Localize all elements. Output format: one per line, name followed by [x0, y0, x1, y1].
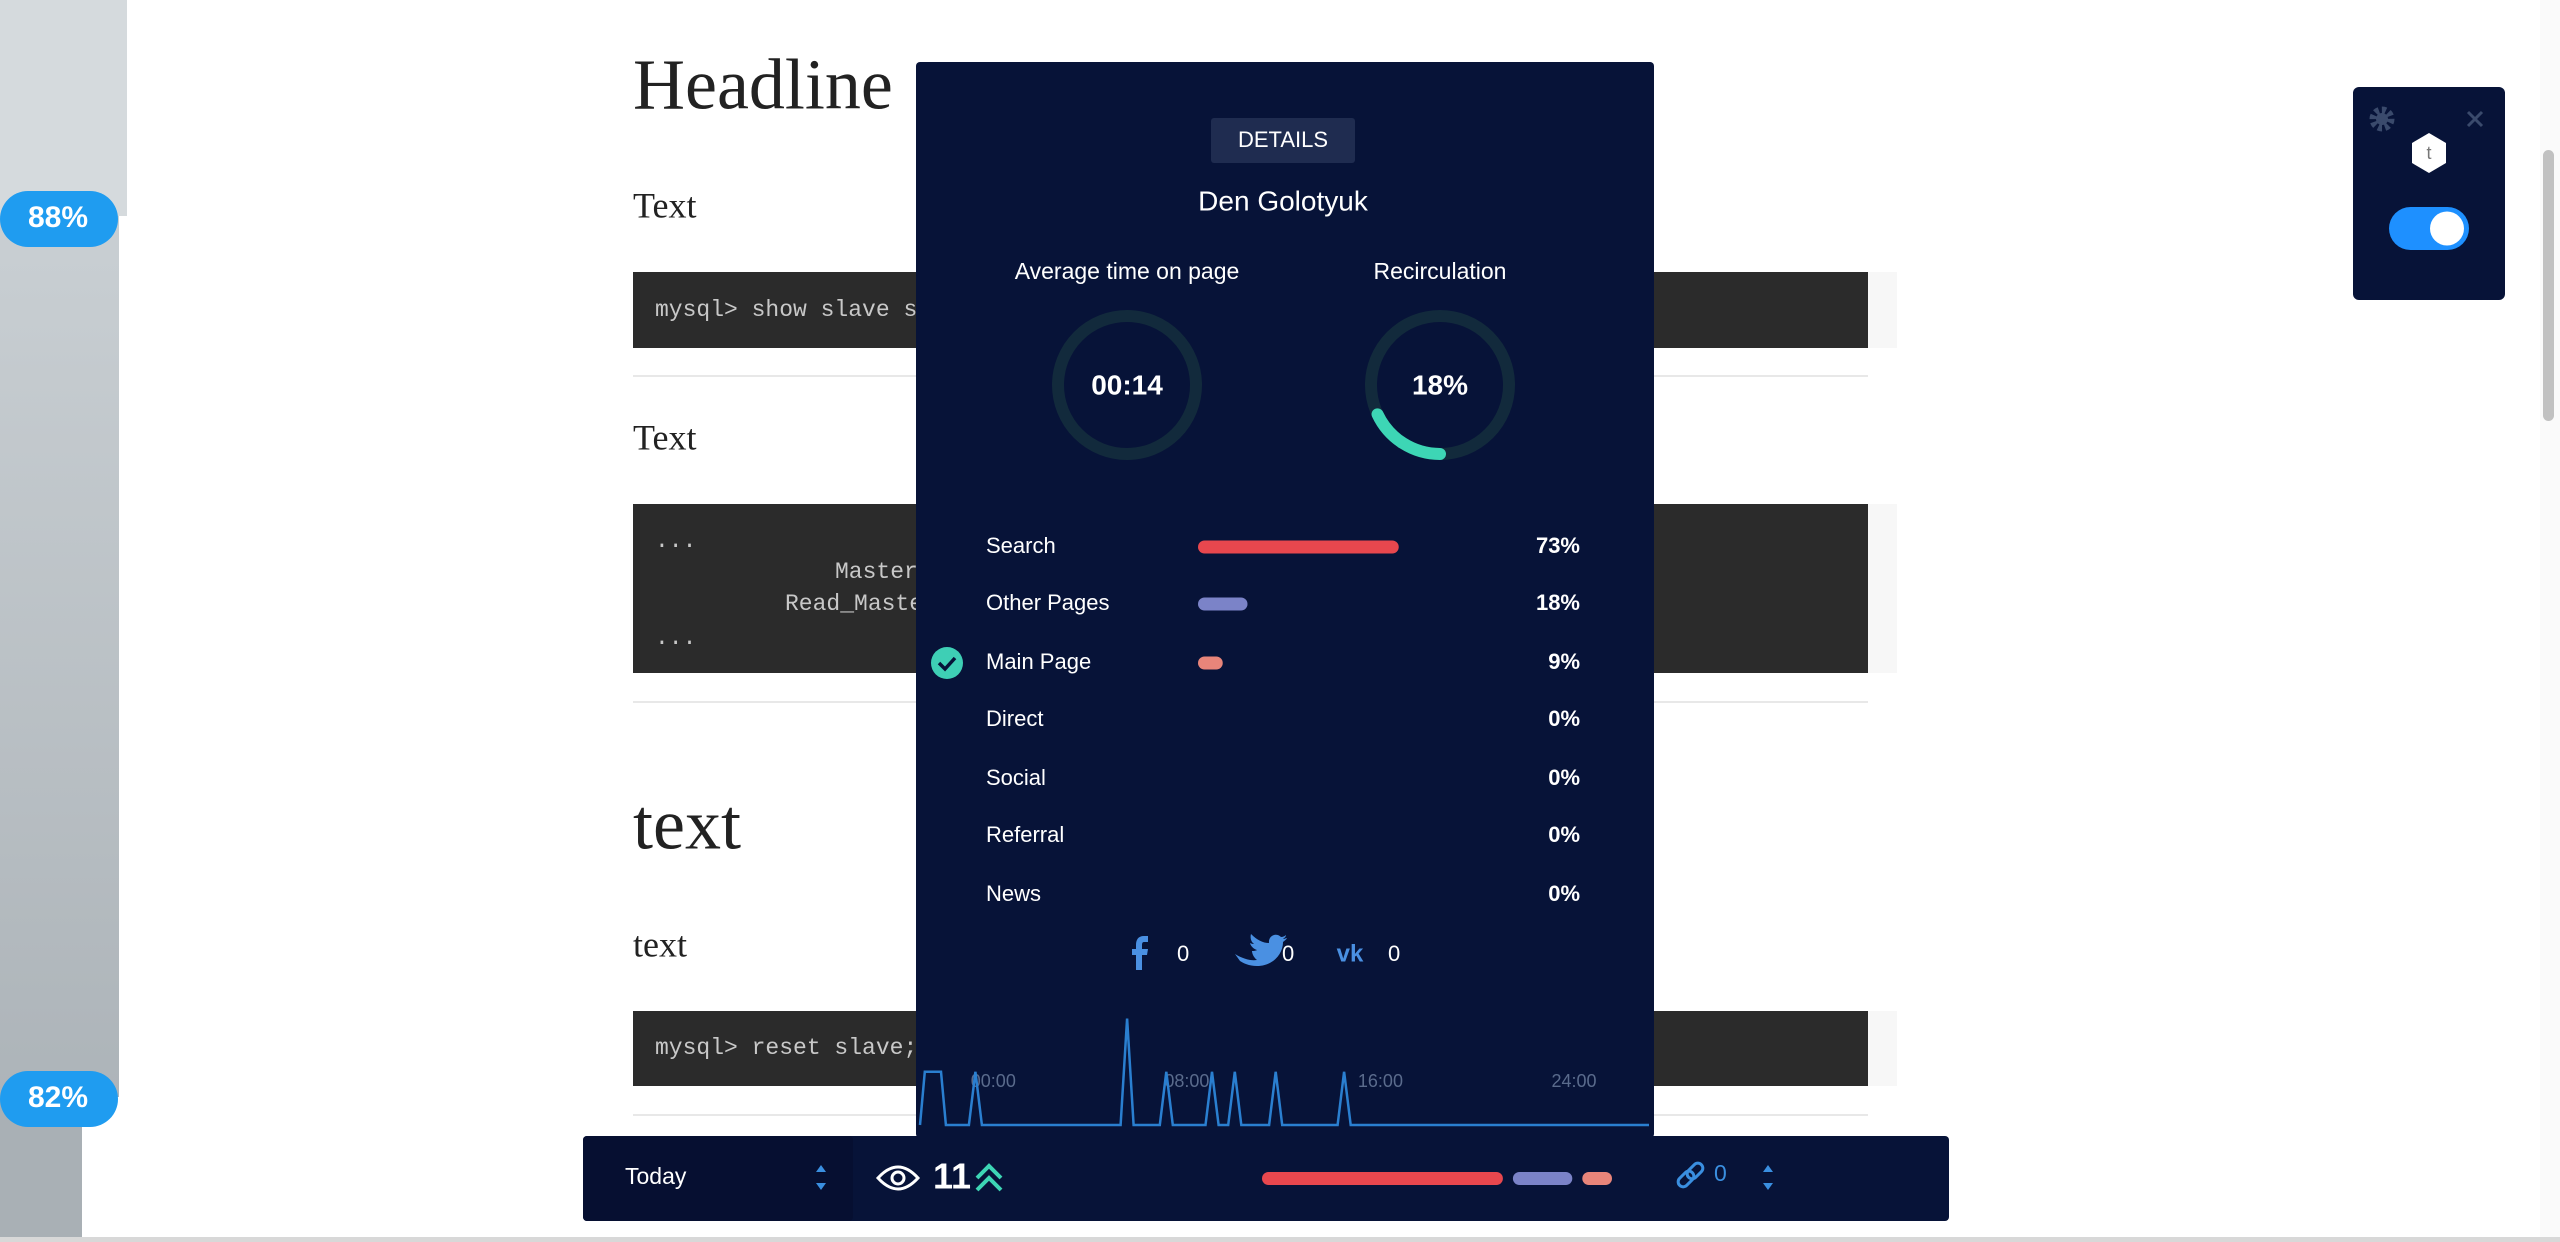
- source-percent: 73%: [1536, 533, 1580, 558]
- current-page-check: [931, 647, 963, 679]
- recirculation-arc: [1365, 310, 1515, 460]
- code-line: Read_Maste: [785, 591, 923, 617]
- eye-icon: [875, 1165, 921, 1191]
- scrollbar-thumb[interactable]: [2543, 150, 2554, 421]
- widget-bg: [2353, 87, 2505, 300]
- source-percent: 9%: [1548, 649, 1580, 674]
- timeline-line: [918, 1018, 1649, 1127]
- paragraph: Text: [633, 417, 696, 457]
- depth-strip: [0, 0, 127, 216]
- logo-letter: t: [2426, 143, 2431, 163]
- toggle-knob[interactable]: [2430, 211, 2464, 246]
- details-panel: DETAILS Den Golotyuk Average time on pag…: [916, 62, 1654, 1138]
- source-name: News: [986, 881, 1041, 906]
- timeline-tick-label: 08:00: [1164, 1071, 1209, 1091]
- link-icon: [1676, 1161, 1705, 1189]
- author: Den Golotyuk: [1198, 185, 1369, 216]
- donut-track: [1052, 310, 1202, 460]
- source-bar: [1198, 540, 1399, 554]
- social-count: 0: [1388, 941, 1400, 966]
- metric-title: Average time on page: [1015, 258, 1240, 284]
- bottom-bar: Today 11 0: [583, 1136, 1949, 1221]
- depth-strip: [0, 216, 119, 1097]
- source-percent: 0%: [1548, 706, 1580, 731]
- twitter-icon: [1235, 934, 1287, 966]
- details-button-label[interactable]: DETAILS: [1238, 127, 1328, 152]
- code-line: ...: [655, 528, 696, 554]
- traffic-bar: [1262, 1172, 1503, 1185]
- select-arrows[interactable]: [816, 1165, 826, 1190]
- traffic-bar: [1582, 1172, 1612, 1185]
- panel-bg: [916, 62, 1654, 1138]
- source-percent: 18%: [1536, 590, 1580, 615]
- avg-time-value: 00:14: [1091, 369, 1163, 400]
- social-count: 0: [1177, 941, 1189, 966]
- tracker-widget: t: [2353, 87, 2505, 300]
- source-percent: 0%: [1548, 822, 1580, 847]
- depth-label: 82%: [28, 1081, 88, 1114]
- timeline-tick-label: 00:00: [971, 1071, 1016, 1091]
- source-name: Social: [986, 765, 1046, 790]
- source-percent: 0%: [1548, 881, 1580, 906]
- trend-icon: [975, 1163, 1003, 1192]
- source-name: Direct: [986, 706, 1043, 731]
- code-line: ...: [655, 625, 696, 651]
- paragraph: Text: [633, 185, 696, 225]
- heading: text: [633, 785, 741, 865]
- source-name: Other Pages: [986, 590, 1110, 615]
- bottom-edge: [0, 1237, 2560, 1242]
- depth-badge: [0, 1071, 118, 1127]
- settings-icon[interactable]: [2376, 113, 2388, 125]
- select-arrows[interactable]: [1763, 1165, 1773, 1190]
- code-line: mysql> show slave st: [655, 297, 931, 323]
- facebook-icon: [1132, 936, 1148, 970]
- source-name: Main Page: [986, 649, 1091, 674]
- settings-icon[interactable]: [2369, 106, 2395, 132]
- links-count: 0: [1714, 1160, 1727, 1186]
- period-select[interactable]: [583, 1136, 853, 1221]
- code-line: mysql> reset slave;: [655, 1035, 917, 1061]
- source-name: Referral: [986, 822, 1064, 847]
- check-mark: [937, 656, 957, 672]
- depth-badge: [0, 191, 118, 247]
- source-name: Search: [986, 533, 1056, 558]
- headline: Headline: [633, 45, 893, 125]
- code-line: Master_: [835, 559, 932, 585]
- close-icon[interactable]: [2466, 110, 2484, 128]
- paragraph: text: [633, 924, 687, 964]
- eye-pupil: [890, 1170, 906, 1186]
- source-bar: [1198, 656, 1223, 670]
- source-bar: [1198, 597, 1248, 611]
- timeline-tick-label: 24:00: [1551, 1071, 1596, 1091]
- period-label[interactable]: Today: [625, 1163, 687, 1189]
- timeline-tick-label: 16:00: [1358, 1071, 1403, 1091]
- details-button[interactable]: [1211, 118, 1355, 163]
- logo: [2412, 133, 2446, 173]
- recirculation-value: 18%: [1412, 369, 1468, 400]
- source-percent: 0%: [1548, 765, 1580, 790]
- traffic-bar: [1512, 1172, 1573, 1185]
- social-count: 0: [1282, 941, 1294, 966]
- views-count: 11: [933, 1156, 971, 1197]
- vk-icon: vk: [1337, 940, 1364, 967]
- metric-title: Recirculation: [1374, 258, 1507, 284]
- depth-label: 88%: [28, 201, 88, 234]
